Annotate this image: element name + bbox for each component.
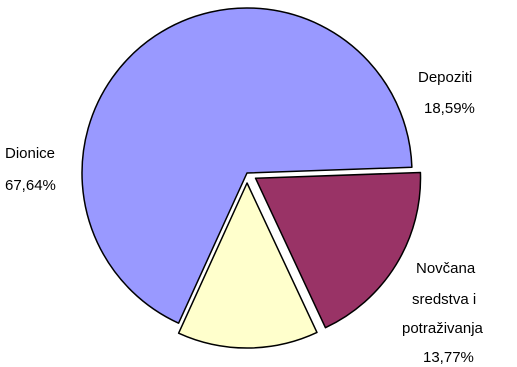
label-novcana-line2: sredstva i: [412, 291, 476, 308]
label-dionice-value: 67,64%: [5, 177, 56, 194]
label-depoziti-name: Depoziti: [418, 69, 472, 86]
label-novcana-value: 13,77%: [423, 349, 474, 366]
slice-dionice: [81, 7, 413, 324]
label-novcana-line3: potraživanja: [402, 320, 484, 337]
label-dionice-name: Dionice: [5, 145, 55, 162]
slice-depoziti: [254, 171, 422, 329]
label-dionice: Dionice 67,64%: [5, 145, 56, 194]
slice-novcana: [177, 182, 318, 349]
label-novcana-line1: Novčana: [416, 260, 476, 277]
slices-layer: [81, 7, 422, 349]
label-depoziti-value: 18,59%: [424, 100, 475, 117]
label-depoziti: Depoziti 18,59%: [418, 69, 475, 117]
label-novcana: Novčana sredstva i potraživanja 13,77%: [402, 260, 484, 366]
